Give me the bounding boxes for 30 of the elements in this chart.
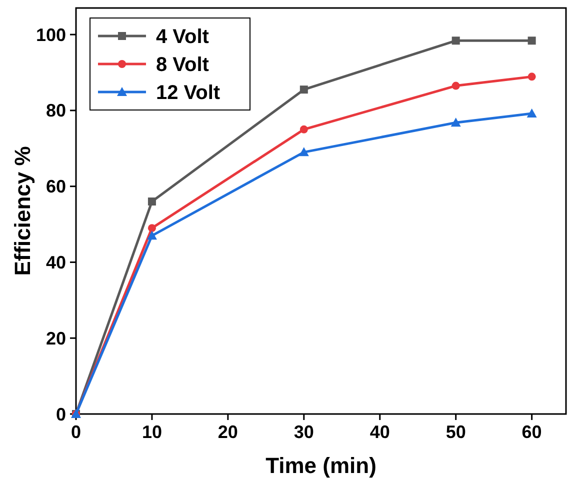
y-tick-label: 20 xyxy=(46,328,66,348)
point xyxy=(452,82,460,90)
y-tick-label: 0 xyxy=(56,404,66,424)
point xyxy=(528,72,536,81)
point xyxy=(450,118,461,127)
x-tick-label: 0 xyxy=(70,422,82,442)
point xyxy=(452,36,460,45)
legend-label: 8 Volt xyxy=(156,54,210,76)
point xyxy=(300,125,308,134)
x-tick-label: 10 xyxy=(142,422,162,442)
legend-label: 12 Volt xyxy=(156,82,220,104)
point xyxy=(298,147,309,156)
x-tick-label: 30 xyxy=(294,422,314,442)
y-tick-label: 80 xyxy=(46,100,66,121)
x-tick-label: 40 xyxy=(370,422,390,442)
y-axis-title: Efficiency % xyxy=(10,146,35,276)
point xyxy=(146,230,157,240)
x-tick-label: 60 xyxy=(522,422,542,442)
y-tick-label: 40 xyxy=(46,252,66,273)
point xyxy=(148,224,156,232)
point xyxy=(526,108,537,118)
point xyxy=(300,86,308,94)
y-tick-label: 100 xyxy=(36,24,66,45)
x-tick-label: 20 xyxy=(218,422,238,442)
legend-label: 4 Volt xyxy=(156,26,210,48)
x-tick-label: 50 xyxy=(446,422,466,442)
point xyxy=(148,198,156,206)
x-axis-title: Time (min) xyxy=(266,453,376,478)
point xyxy=(528,36,536,45)
y-tick-label: 60 xyxy=(46,176,66,197)
